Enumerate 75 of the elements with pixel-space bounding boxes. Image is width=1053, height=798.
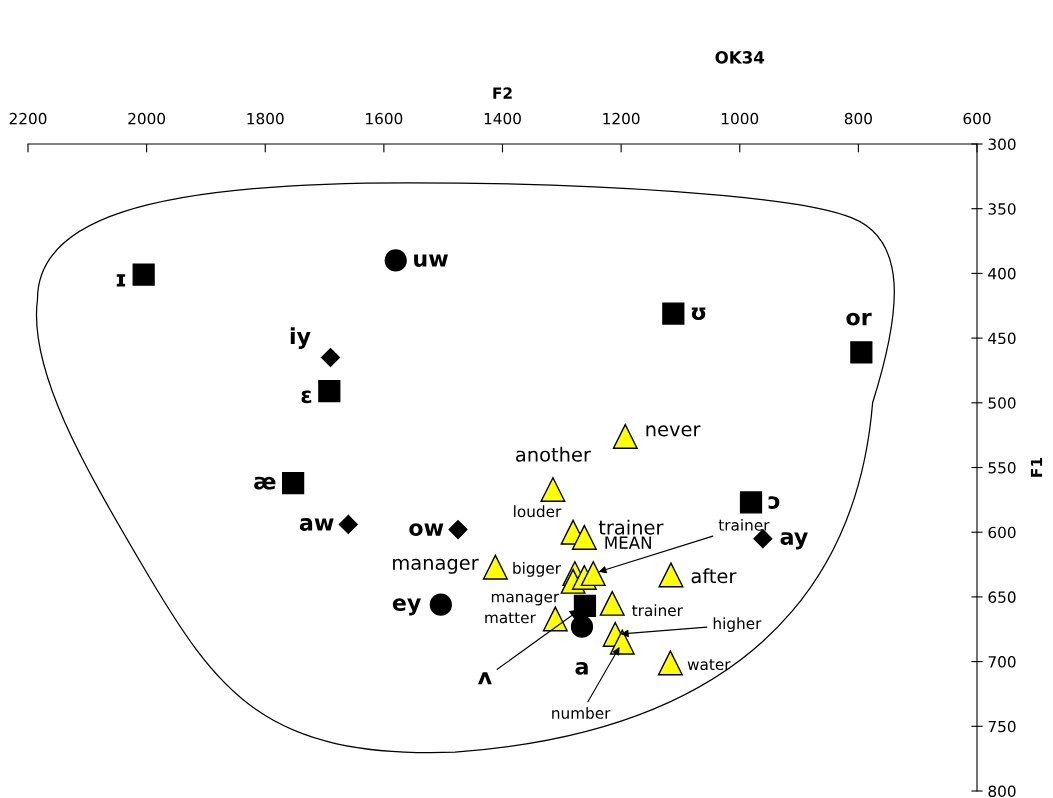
y-tick-label: 350 xyxy=(988,203,1016,215)
point xyxy=(850,341,873,364)
y-tick-label: 300 xyxy=(988,138,1016,151)
y-tick-label: 500 xyxy=(988,397,1016,409)
annotation: manager xyxy=(393,558,479,574)
annotation: trainer xyxy=(598,519,664,535)
annotation: MEAN xyxy=(605,536,651,549)
point xyxy=(612,423,638,449)
annotation: never xyxy=(646,425,701,437)
y-tick-label: 800 xyxy=(988,785,1016,798)
y-tick-label: 400 xyxy=(988,267,1016,280)
point xyxy=(318,380,341,403)
annotation: bigger xyxy=(513,562,561,577)
annotation: ay xyxy=(780,532,808,550)
annotation: number xyxy=(552,707,611,719)
point xyxy=(570,615,594,638)
annotation: trainer xyxy=(718,518,770,531)
x-tick-label: 1800 xyxy=(247,112,284,125)
point xyxy=(573,594,597,618)
annotation: trainer xyxy=(632,604,683,617)
annotation: ɪ xyxy=(116,274,126,287)
point xyxy=(571,524,597,550)
annotation: æ xyxy=(254,476,276,490)
y-tick-label: 650 xyxy=(988,591,1016,603)
y-tick-label: 700 xyxy=(988,656,1016,668)
point xyxy=(384,249,407,272)
annotation: after xyxy=(691,568,737,584)
x-tick-label: 800 xyxy=(844,112,872,125)
annotation: a xyxy=(575,662,588,675)
y-tick-label: 600 xyxy=(988,526,1016,539)
point xyxy=(132,263,155,286)
x-tick-label: 2000 xyxy=(128,112,166,125)
y-tick-label: 550 xyxy=(988,461,1016,474)
point xyxy=(542,606,568,632)
point xyxy=(338,514,358,534)
point xyxy=(753,529,773,549)
annotation: manager xyxy=(491,593,560,606)
annotation: ɔ xyxy=(768,496,780,509)
point xyxy=(599,590,625,616)
annotation: louder xyxy=(514,505,562,518)
annotation: another xyxy=(516,446,591,462)
x-tick-label: 1600 xyxy=(366,112,403,125)
annotation: ʌ xyxy=(478,672,492,685)
point xyxy=(482,554,508,580)
annotation: or xyxy=(846,312,872,326)
chart-title: OK34 xyxy=(715,51,765,64)
annotation: iy xyxy=(290,327,311,349)
annotation: uw xyxy=(414,254,448,267)
point xyxy=(429,593,452,616)
x-tick-label: 1200 xyxy=(603,112,640,125)
annotation: ow xyxy=(409,523,444,537)
annotation: matter xyxy=(485,612,536,624)
x-tick-label: 1000 xyxy=(721,112,759,125)
x-tick-label: 600 xyxy=(963,112,991,125)
point xyxy=(320,347,341,368)
point xyxy=(282,471,305,495)
point xyxy=(540,476,566,502)
annotation: ey xyxy=(392,598,421,616)
x-axis-title: F2 xyxy=(493,87,512,99)
point xyxy=(580,561,606,587)
x-tick-label: 1400 xyxy=(484,112,521,125)
y-axis-title: F1 xyxy=(1030,458,1043,477)
annotation: water xyxy=(687,659,731,671)
annotation: higher xyxy=(713,617,762,633)
point xyxy=(657,650,683,676)
point xyxy=(658,562,684,588)
point xyxy=(448,520,468,540)
y-tick-label: 450 xyxy=(988,332,1016,345)
annotation: aw xyxy=(299,518,334,531)
annotation: ɛ xyxy=(301,390,312,404)
y-tick-label: 750 xyxy=(988,720,1016,733)
annotation: ʊ xyxy=(691,307,706,320)
point xyxy=(662,302,685,325)
x-tick-label: 2200 xyxy=(9,112,47,125)
point xyxy=(739,491,763,514)
